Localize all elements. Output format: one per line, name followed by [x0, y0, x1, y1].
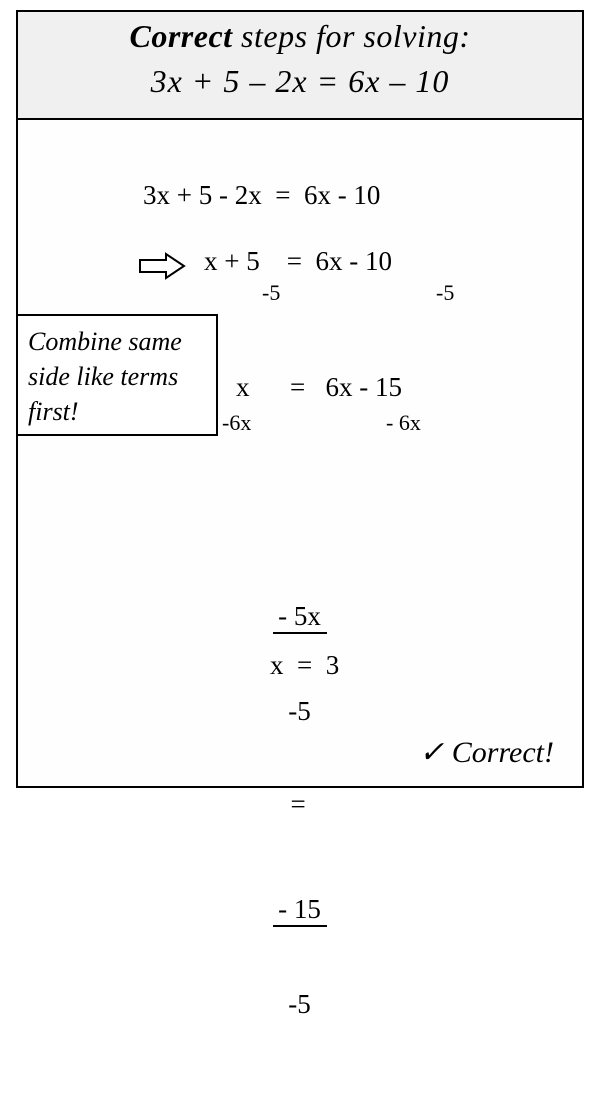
- hint-text: Combine same side like terms first!: [28, 327, 182, 426]
- check-icon: ✓: [419, 736, 444, 769]
- step-line-3-sub-right: - 6x: [386, 410, 421, 436]
- implies-arrow-icon: [138, 251, 186, 281]
- step-line-3: x = 6x - 15: [236, 372, 402, 403]
- worksheet-header: Correct steps for solving: 3x + 5 – 2x =…: [18, 12, 582, 120]
- fraction-right-top: - 15: [273, 894, 327, 927]
- header-title: Correct steps for solving:: [18, 18, 582, 55]
- step-line-2-sub-right: -5: [436, 280, 454, 306]
- step-line-3-sub-left: -6x: [222, 410, 251, 436]
- worksheet-frame: Correct steps for solving: 3x + 5 – 2x =…: [16, 10, 584, 788]
- header-title-rest: steps for solving:: [233, 18, 471, 54]
- work-area: 3x + 5 - 2x = 6x - 10 x + 5 = 6x - 10 -5…: [18, 120, 582, 786]
- step-line-5: x = 3: [270, 650, 339, 681]
- equals-sign: =: [273, 789, 324, 819]
- fraction-right-bot: -5: [273, 989, 327, 1020]
- fraction-right: - 15 -5: [273, 832, 327, 1082]
- correct-label: ✓ Correct!: [419, 735, 554, 770]
- correct-text: Correct!: [444, 736, 554, 769]
- header-title-bold: Correct: [130, 18, 233, 54]
- step-line-4: - 5x -5 = - 15 -5: [232, 508, 327, 1113]
- step-line-2: x + 5 = 6x - 10: [204, 246, 392, 277]
- step-line-1: 3x + 5 - 2x = 6x - 10: [143, 180, 380, 211]
- fraction-left-top: - 5x: [273, 601, 327, 634]
- step-line-2-sub-left: -5: [262, 280, 280, 306]
- hint-callout: Combine same side like terms first!: [16, 314, 218, 436]
- fraction-left-bot: -5: [273, 696, 327, 727]
- header-equation: 3x + 5 – 2x = 6x – 10: [18, 63, 582, 100]
